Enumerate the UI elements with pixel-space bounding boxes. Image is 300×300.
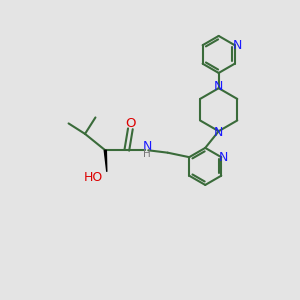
Text: N: N	[214, 127, 224, 140]
Text: N: N	[214, 80, 224, 93]
Text: N: N	[142, 140, 152, 153]
Text: N: N	[219, 151, 228, 164]
Text: N: N	[232, 39, 242, 52]
Text: HO: HO	[84, 171, 103, 184]
Text: H: H	[143, 149, 151, 159]
Polygon shape	[104, 150, 107, 172]
Text: O: O	[125, 117, 136, 130]
